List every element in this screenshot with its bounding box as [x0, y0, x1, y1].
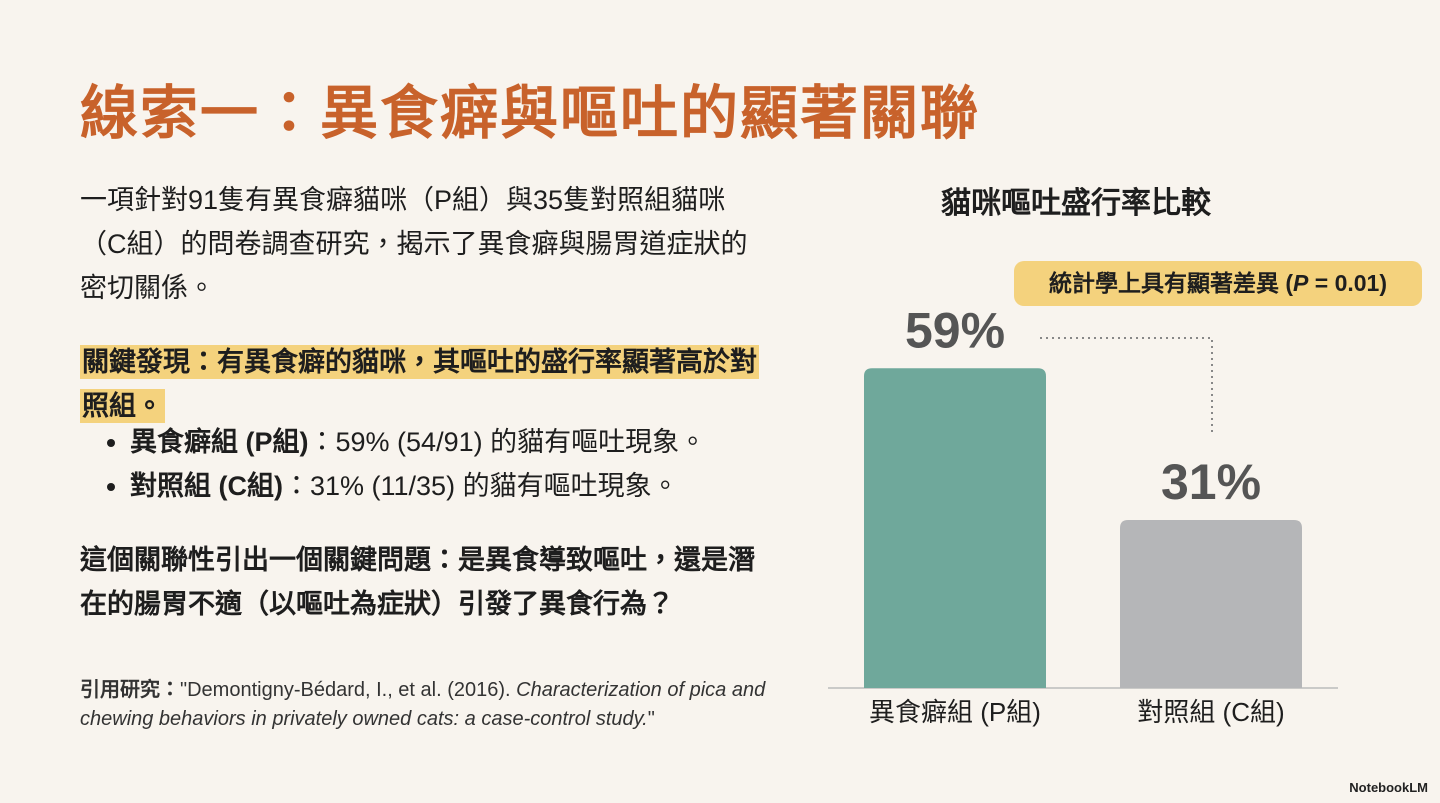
bullet-text: ：59% (54/91) 的貓有嘔吐現象。	[308, 427, 707, 457]
citation-text: "	[647, 708, 655, 730]
value-label: 59%	[905, 302, 1005, 358]
citation: 引用研究："Demontigny-Bédard, I., et al. (201…	[80, 676, 780, 734]
bullet-label: 對照組 (C組)	[130, 471, 283, 501]
citation-label: 引用研究：	[80, 679, 180, 701]
footer-logo: NotebookLM	[1349, 780, 1428, 795]
bullet-label: 異食癖組 (P組)	[130, 427, 309, 457]
annotation-box	[1014, 261, 1422, 306]
slide-title: 線索一：異食癖與嘔吐的顯著關聯	[80, 81, 981, 146]
bullet-list: 異食癖組 (P組)：59% (54/91) 的貓有嘔吐現象。 對照組 (C組)：…	[100, 420, 810, 508]
bullet: 對照組 (C組)：31% (11/35) 的貓有嘔吐現象。	[130, 464, 810, 508]
bullet-text: ：31% (11/35) 的貓有嘔吐現象。	[282, 471, 679, 501]
category-label: 對照組 (C組)	[1137, 697, 1284, 727]
citation-title: Characterization of pica and chewing beh…	[80, 679, 766, 730]
annotation-text: 統計學上具有顯著差異 (	[1049, 270, 1293, 296]
intro-paragraph: 一項針對91隻有異食癖貓咪（P組）與35隻對照組貓咪（C組）的問卷調查研究，揭示…	[80, 185, 748, 303]
annotation-text: P	[1293, 270, 1309, 296]
bar	[864, 368, 1046, 688]
bar	[1120, 519, 1302, 688]
key-finding: 關鍵發現：有異食癖的貓咪，其嘔吐的盛行率顯著高於對照組。	[80, 340, 770, 428]
annotation: 統計學上具有顯著差異 (P = 0.01)	[1049, 270, 1387, 296]
question: 這個關聯性引出一個關鍵問題：是異食導致嘔吐，還是潛在的腸胃不適（以嘔吐為症狀）引…	[80, 545, 755, 619]
connector	[1040, 337, 1213, 432]
citation-text: "Demontigny-Bédard, I., et al. (2016).	[180, 679, 517, 701]
annotation-text: = 0.01)	[1308, 270, 1387, 296]
bullet: 異食癖組 (P組)：59% (54/91) 的貓有嘔吐現象。	[130, 420, 810, 464]
category-label: 異食癖組 (P組)	[869, 697, 1041, 727]
chart-title: 貓咪嘔吐盛行率比較	[941, 186, 1212, 220]
value-label: 31%	[1161, 454, 1261, 510]
